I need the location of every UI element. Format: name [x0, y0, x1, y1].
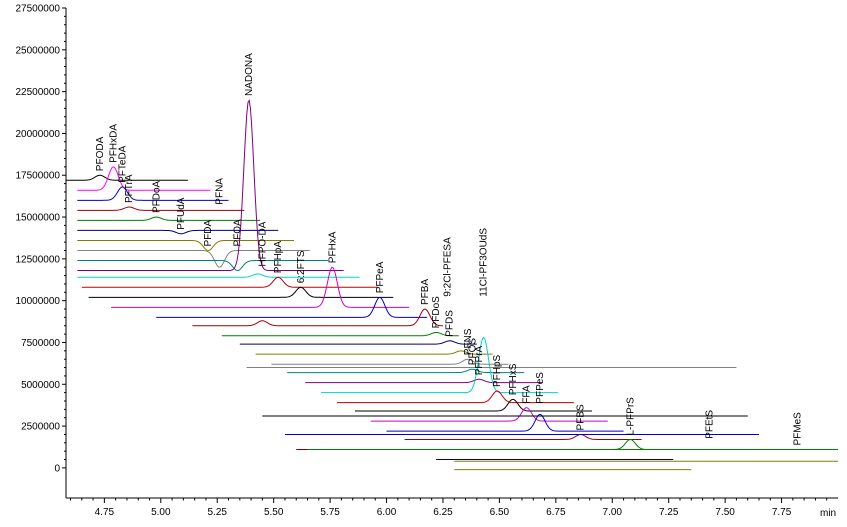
peak-label-9-2cl-pfesa: 9:2Cl-PFESA [443, 237, 454, 297]
peak-label-pfteda: PFTeDA [117, 145, 128, 183]
trace-pfba [192, 308, 443, 327]
peak-label-pfda: PFDA [203, 220, 214, 247]
trace-pfbs [404, 433, 642, 440]
y-tick-label: 25000000 [16, 45, 61, 56]
peak-label-pfbs: PFBS [576, 404, 587, 430]
trace-pfpra [305, 378, 543, 384]
peak-label-l-pfprs: L-PFPrS [625, 397, 636, 436]
y-tick-label: 12500000 [16, 254, 61, 265]
peak-label-nadona: NADONA [244, 53, 255, 96]
trace-pfteda [77, 186, 229, 201]
trace-pfoda [66, 174, 188, 181]
chromatogram-traces [66, 99, 838, 471]
x-tick-label: 6.25 [433, 507, 453, 518]
x-tick-label: 6.50 [490, 507, 510, 518]
trace-pfuda [77, 229, 279, 235]
trace-pfhxda [77, 166, 211, 191]
peak-label-pfets: PFEtS [704, 410, 715, 439]
peak-label-pfoa: PFOA [233, 219, 244, 247]
trace-pftra [77, 206, 245, 211]
peak-label-pfdoa: PFDoA [151, 180, 162, 213]
trace-pfds [239, 340, 477, 345]
trace-nadona [77, 99, 344, 272]
y-tick-label: 0 [54, 463, 60, 474]
peak-label-pfoda: PFODA [95, 136, 106, 171]
trace-pfhxa [111, 266, 410, 308]
trace-pfhpa [81, 276, 378, 288]
trace-pfdoa [77, 216, 261, 221]
x-tick-label: 6.75 [546, 507, 566, 518]
x-tick-label: 5.25 [208, 507, 228, 518]
peak-label-pfhxa: PFHxA [327, 231, 338, 263]
peak-label-pfdos: PFDoS [431, 296, 442, 329]
y-tick-label: 2500000 [21, 422, 60, 433]
x-tick-label: 7.00 [603, 507, 623, 518]
trace-hfpo-da [77, 273, 360, 278]
trace-pfhxs [354, 398, 592, 412]
peak-label-pfpes: PFPeS [535, 372, 546, 404]
trace-pfos [287, 368, 525, 374]
x-tick-label: 6.00 [377, 507, 397, 518]
peak-label-pfos: PFOS [467, 338, 478, 366]
x-tick-label: 7.50 [715, 507, 735, 518]
x-tick-label: 5.50 [264, 507, 284, 518]
trace-pfhps [336, 390, 574, 404]
trace-6-2fts [88, 286, 394, 298]
peak-label-pfhpa: PFHpA [273, 241, 284, 274]
y-tick-label: 22500000 [16, 87, 61, 98]
peak-label-pftra: PFTrA [124, 174, 135, 203]
y-tick-label: 10000000 [16, 296, 61, 307]
y-tick-label: 15000000 [16, 213, 61, 224]
trace-pfdos [221, 331, 459, 337]
x-axis-unit: min [820, 508, 836, 519]
peak-label-ffa: FFA [522, 385, 533, 404]
trace-pfns [271, 358, 509, 365]
trace-pfpes [370, 407, 608, 422]
axes: 0 2500000 5000000 7500000 10000000 12500000 15… [16, 4, 838, 518]
peak-label-pfna: PFNA [215, 178, 226, 205]
trace-11cl-pf3ouds [321, 336, 559, 394]
y-tick-label: 27500000 [16, 4, 61, 15]
y-tick-label: 5000000 [21, 380, 60, 391]
x-tick-label: 5.00 [151, 507, 171, 518]
peak-label-pfuda: PFUdA [176, 197, 187, 230]
x-tick-label: 7.25 [659, 507, 679, 518]
peak-label-hfpo-da: HFPO-DA [257, 221, 268, 266]
y-tick-label: 17500000 [16, 171, 61, 182]
peak-label-pfba: PFBA [420, 279, 431, 305]
peak-label-11cl-pf3ouds: 11Cl-PF3OUdS [479, 228, 490, 297]
peak-label-pfmes: PFMeS [792, 412, 803, 446]
trace-pfna [77, 249, 310, 268]
y-tick-label: 20000000 [16, 129, 61, 140]
peak-label-pfds: PFDS [445, 310, 456, 337]
y-tick-label: 7500000 [21, 338, 60, 349]
peak-label-pfpra: PFPrA [474, 346, 485, 376]
peak-label-pfpea: PFPeA [375, 261, 386, 293]
x-tick-label: 4.75 [95, 507, 115, 518]
peak-label-pfhps: PFHpS [492, 354, 503, 387]
peak-label-pfns: PFNS [463, 328, 474, 355]
peak-label-pfhxda: PFHxDA [108, 124, 119, 163]
trace-pfpea [156, 296, 428, 318]
x-tick-label: 5.75 [320, 507, 340, 518]
trace-pfoa [77, 260, 328, 272]
x-tick-label: 7.75 [772, 507, 792, 518]
peak-label-pfhxs: PFHxS [508, 363, 519, 395]
peak-label-6-2fts: 6:2FTS [296, 250, 307, 283]
trace-ffa [386, 413, 624, 432]
trace-9-2cl-pfesa [255, 350, 493, 355]
